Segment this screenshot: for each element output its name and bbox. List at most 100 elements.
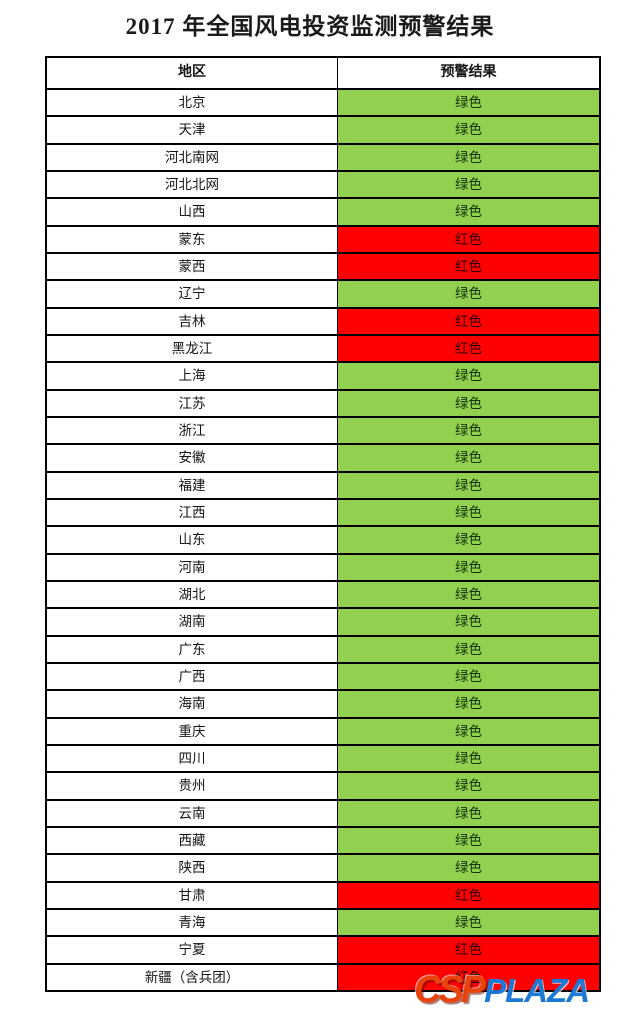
- table-row: 蒙西 红色: [47, 252, 599, 280]
- warning-result-cell: 绿色: [337, 500, 599, 526]
- region-cell: 河南: [178, 559, 206, 575]
- region-cell: 蒙东: [178, 231, 206, 247]
- table-row: 重庆 绿色: [47, 716, 599, 744]
- region-cell: 广东: [178, 641, 206, 657]
- warning-result-cell: 绿色: [337, 390, 599, 416]
- table-row: 河南 绿色: [47, 552, 599, 580]
- region-cell: 山西: [178, 204, 206, 220]
- warning-result-cell: 绿色: [337, 691, 599, 717]
- warning-result-cell: 绿色: [337, 281, 599, 307]
- warning-result-table: 地区 预警结果 北京 绿色 天津 绿色 河北南网 绿色 河北北网 绿色 山西 绿色 蒙东 红色 蒙西 红色…: [45, 56, 601, 992]
- warning-result-cell: 绿色: [337, 418, 599, 444]
- warning-result-cell: 绿色: [337, 144, 599, 170]
- table-row: 上海 绿色: [47, 361, 599, 389]
- warning-result-cell: 绿色: [337, 828, 599, 854]
- region-cell: 吉林: [178, 313, 206, 329]
- warning-result-cell: 绿色: [337, 117, 599, 143]
- region-cell: 重庆: [178, 723, 206, 739]
- warning-result-cell: 绿色: [337, 664, 599, 690]
- warning-result-cell: 绿色: [337, 472, 599, 498]
- region-cell: 天津: [178, 122, 206, 138]
- warning-result-cell: 红色: [337, 937, 599, 963]
- table-row: 湖北 绿色: [47, 580, 599, 608]
- warning-result-cell: 红色: [337, 226, 599, 252]
- warning-result-cell: 绿色: [337, 636, 599, 662]
- region-cell: 浙江: [178, 422, 206, 438]
- table-row: 浙江 绿色: [47, 416, 599, 444]
- region-cell: 湖南: [178, 614, 206, 630]
- region-cell: 贵州: [178, 778, 206, 794]
- table-row: 天津 绿色: [47, 115, 599, 143]
- warning-result-cell: 绿色: [337, 172, 599, 198]
- warning-result-cell: 红色: [337, 308, 599, 334]
- warning-result-cell: 绿色: [337, 445, 599, 471]
- table-row: 贵州 绿色: [47, 771, 599, 799]
- warning-result-cell: 绿色: [337, 855, 599, 881]
- region-cell: 蒙西: [178, 258, 206, 274]
- region-cell: 黑龙江: [171, 340, 213, 356]
- table-row: 山西 绿色: [47, 197, 599, 225]
- warning-result-cell: 绿色: [337, 910, 599, 936]
- warning-result-cell: 红色: [337, 336, 599, 362]
- region-cell: 山东: [178, 532, 206, 548]
- table-row: 河北南网 绿色: [47, 142, 599, 170]
- table-row: 新疆（含兵团） 红色: [47, 962, 599, 990]
- region-cell: 江苏: [178, 395, 206, 411]
- warning-result-cell: 绿色: [337, 718, 599, 744]
- region-cell: 广西: [178, 668, 206, 684]
- region-cell: 河北南网: [165, 149, 219, 165]
- region-cell: 西藏: [178, 832, 206, 848]
- warning-result-cell: 绿色: [337, 90, 599, 116]
- warning-result-cell: 绿色: [337, 582, 599, 608]
- column-header-warning-result: 预警结果: [337, 58, 599, 88]
- region-cell: 江西: [178, 504, 206, 520]
- table-row: 北京 绿色: [47, 88, 599, 116]
- warning-result-cell: 绿色: [337, 773, 599, 799]
- warning-result-cell: 绿色: [337, 363, 599, 389]
- table-row: 湖南 绿色: [47, 607, 599, 635]
- region-cell: 上海: [178, 368, 206, 384]
- warning-result-cell: 绿色: [337, 746, 599, 772]
- table-row: 西藏 绿色: [47, 826, 599, 854]
- table-row: 山东 绿色: [47, 525, 599, 553]
- table-row: 四川 绿色: [47, 744, 599, 772]
- table-row: 江西 绿色: [47, 498, 599, 526]
- table-row: 青海 绿色: [47, 908, 599, 936]
- region-cell: 河北北网: [165, 176, 219, 192]
- warning-result-cell: 绿色: [337, 554, 599, 580]
- table-row: 云南 绿色: [47, 798, 599, 826]
- table-row: 广西 绿色: [47, 662, 599, 690]
- table-row: 海南 绿色: [47, 689, 599, 717]
- table-row: 安徽 绿色: [47, 443, 599, 471]
- table-row: 河北北网 绿色: [47, 170, 599, 198]
- warning-result-cell: 绿色: [337, 800, 599, 826]
- region-cell: 陕西: [178, 860, 206, 876]
- table-row: 陕西 绿色: [47, 853, 599, 881]
- region-cell: 青海: [178, 914, 206, 930]
- table-row: 蒙东 红色: [47, 224, 599, 252]
- table-row: 广东 绿色: [47, 634, 599, 662]
- warning-result-cell: 绿色: [337, 609, 599, 635]
- table-header-row: 地区 预警结果: [47, 58, 599, 88]
- warning-result-cell: 绿色: [337, 199, 599, 225]
- region-cell: 湖北: [178, 586, 206, 602]
- region-cell: 新疆（含兵团）: [144, 969, 240, 985]
- region-cell: 甘肃: [178, 887, 206, 903]
- region-cell: 海南: [178, 696, 206, 712]
- table-row: 辽宁 绿色: [47, 279, 599, 307]
- table-row: 宁夏 红色: [47, 935, 599, 963]
- region-cell: 福建: [178, 477, 206, 493]
- region-cell: 北京: [178, 94, 206, 110]
- warning-result-cell: 红色: [337, 254, 599, 280]
- warning-result-cell: 红色: [337, 964, 599, 990]
- region-cell: 安徽: [178, 450, 206, 466]
- table-row: 江苏 绿色: [47, 388, 599, 416]
- column-header-region: 地区: [47, 58, 337, 88]
- table-row: 黑龙江 红色: [47, 334, 599, 362]
- warning-result-cell: 绿色: [337, 527, 599, 553]
- region-cell: 云南: [178, 805, 206, 821]
- page-title: 2017 年全国风电投资监测预警结果: [125, 14, 495, 39]
- region-cell: 四川: [178, 750, 206, 766]
- warning-result-cell: 红色: [337, 882, 599, 908]
- region-cell: 宁夏: [178, 942, 206, 958]
